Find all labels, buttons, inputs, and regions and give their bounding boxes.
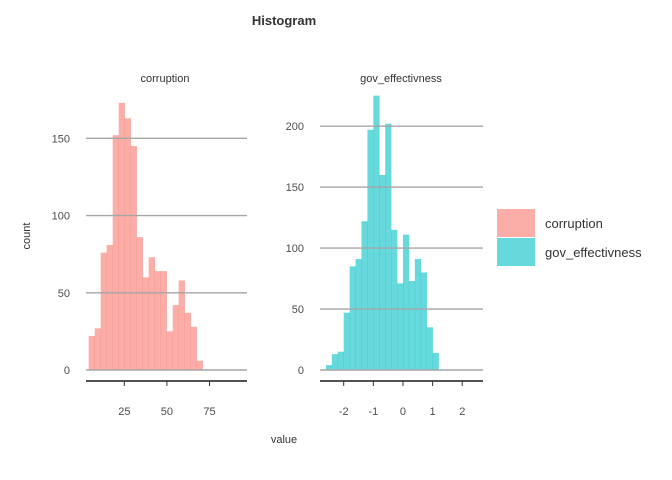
x-tick-label-gov-effectivness: -2 (339, 406, 349, 418)
bar-corruption (154, 271, 161, 370)
y-tick-label-gov-effectivness: 50 (292, 304, 304, 316)
legend-key-corruption (497, 209, 535, 237)
bar-corruption (100, 252, 108, 370)
bar-gov-effectivness (402, 234, 410, 370)
bar-gov-effectivness (379, 174, 386, 370)
bar-gov-effectivness (426, 327, 433, 370)
bar-corruption (136, 237, 143, 370)
x-tick-label-gov-effectivness: 0 (400, 406, 406, 418)
y-tick-label-corruption: 100 (52, 211, 70, 223)
bar-gov-effectivness (349, 266, 356, 370)
bar-corruption (190, 326, 197, 370)
y-tick-label-gov-effectivness: 200 (286, 121, 304, 133)
bar-corruption (124, 118, 132, 370)
legend-label-corruption: corruption (545, 216, 603, 231)
panel-corruption: 0 50 100 150 25 50 75 (52, 102, 247, 418)
panel-strip-corruption: corruption (141, 73, 190, 85)
bar-corruption (88, 336, 96, 370)
bar-gov-effectivness (385, 123, 392, 370)
bar-gov-effectivness (432, 352, 439, 370)
y-tick-label-corruption: 0 (64, 365, 70, 377)
bar-corruption (112, 135, 120, 370)
bar-corruption (148, 257, 155, 370)
legend: corruption gov_effectivness (497, 209, 642, 266)
bar-gov-effectivness (397, 283, 404, 370)
bar-corruption (106, 244, 114, 370)
bar-gov-effectivness (337, 351, 345, 370)
bar-gov-effectivness (343, 312, 350, 370)
bar-gov-effectivness (408, 280, 416, 370)
x-tick-label-corruption: 75 (203, 406, 215, 418)
x-tick-label-gov-effectivness: -1 (368, 406, 378, 418)
bar-corruption (118, 102, 126, 370)
bar-gov-effectivness (414, 259, 422, 370)
x-tick-label-gov-effectivness: 1 (430, 406, 436, 418)
bar-gov-effectivness (331, 354, 339, 370)
bar-gov-effectivness (373, 95, 380, 370)
bar-gov-effectivness (367, 129, 374, 370)
y-tick-label-gov-effectivness: 100 (286, 243, 304, 255)
bar-gov-effectivness (361, 221, 368, 370)
y-tick-label-corruption: 150 (52, 133, 70, 145)
legend-key-gov-effectivness (497, 238, 535, 266)
chart-title: Histogram (252, 13, 316, 28)
bar-corruption (94, 328, 102, 370)
legend-label-gov-effectivness: gov_effectivness (545, 245, 642, 260)
panel-strip-gov-effectivness: gov_effectivness (360, 73, 442, 85)
bar-corruption (166, 331, 173, 370)
x-axis-title: value (271, 434, 297, 446)
y-tick-label-gov-effectivness: 0 (298, 365, 304, 377)
y-tick-label-gov-effectivness: 150 (286, 182, 304, 194)
panel-gov-effectivness: 0 50 100 150 200 -2 -1 0 1 2 (286, 95, 483, 418)
y-tick-label-corruption: 50 (58, 288, 70, 300)
x-tick-label-corruption: 50 (161, 406, 173, 418)
x-tick-label-corruption: 25 (118, 406, 130, 418)
bar-corruption (160, 271, 167, 370)
bar-corruption (130, 146, 138, 370)
bar-gov-effectivness (420, 272, 427, 370)
bar-gov-effectivness (325, 365, 333, 370)
bar-corruption (142, 277, 149, 370)
bar-corruption (178, 280, 185, 370)
bar-gov-effectivness (355, 259, 362, 370)
bar-gov-effectivness (391, 229, 398, 370)
bar-corruption (184, 312, 191, 370)
x-tick-label-gov-effectivness: 2 (459, 406, 465, 418)
y-axis-title: count (21, 223, 33, 250)
bar-corruption (196, 360, 203, 370)
bar-corruption (172, 305, 179, 370)
